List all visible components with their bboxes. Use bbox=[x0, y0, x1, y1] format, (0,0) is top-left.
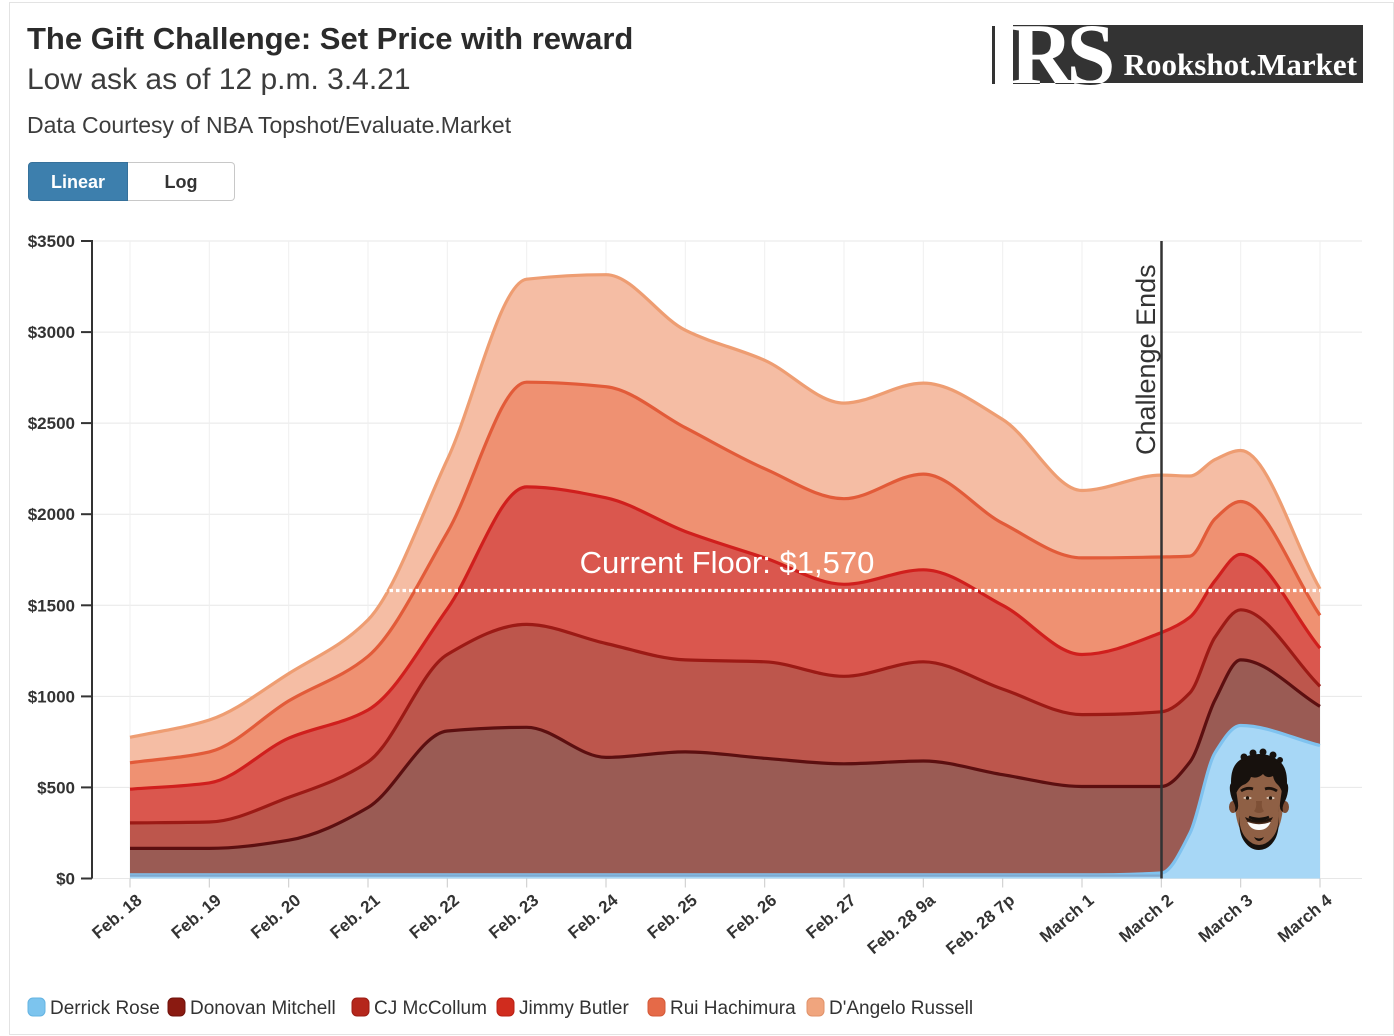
svg-text:Derrick Rose: Derrick Rose bbox=[50, 998, 160, 1019]
svg-text:Feb. 26: Feb. 26 bbox=[723, 891, 780, 943]
svg-text:RS: RS bbox=[1010, 7, 1113, 104]
svg-text:Rui Hachimura: Rui Hachimura bbox=[670, 998, 796, 1019]
svg-text:March 4: March 4 bbox=[1274, 890, 1336, 946]
svg-text:D'Angelo Russell: D'Angelo Russell bbox=[829, 998, 973, 1019]
svg-text:March 3: March 3 bbox=[1195, 891, 1256, 947]
svg-text:Feb. 20: Feb. 20 bbox=[247, 891, 304, 943]
svg-text:Feb. 23: Feb. 23 bbox=[485, 891, 542, 943]
svg-text:$500: $500 bbox=[37, 778, 75, 797]
svg-text:$1500: $1500 bbox=[28, 596, 75, 615]
svg-text:Feb. 25: Feb. 25 bbox=[644, 891, 701, 943]
svg-text:Donovan Mitchell: Donovan Mitchell bbox=[190, 998, 336, 1019]
svg-text:March 2: March 2 bbox=[1115, 891, 1176, 947]
svg-text:Challenge Ends: Challenge Ends bbox=[1131, 264, 1161, 455]
svg-text:$3000: $3000 bbox=[28, 323, 75, 342]
svg-text:Feb. 24: Feb. 24 bbox=[564, 890, 622, 943]
svg-text:Feb. 22: Feb. 22 bbox=[406, 891, 463, 943]
svg-text:Current Floor: $1,570: Current Floor: $1,570 bbox=[580, 545, 875, 580]
svg-text:Feb. 28 7p: Feb. 28 7p bbox=[942, 891, 1018, 959]
svg-text:Feb. 18: Feb. 18 bbox=[88, 891, 145, 943]
svg-text:$2500: $2500 bbox=[28, 414, 75, 433]
svg-text:Rookshot.Market: Rookshot.Market bbox=[1124, 47, 1358, 82]
svg-text:March 1: March 1 bbox=[1036, 891, 1097, 947]
svg-text:$1000: $1000 bbox=[28, 687, 75, 706]
svg-text:Feb. 28 9a: Feb. 28 9a bbox=[864, 890, 940, 958]
svg-text:CJ McCollum: CJ McCollum bbox=[374, 998, 487, 1019]
svg-text:Jimmy Butler: Jimmy Butler bbox=[519, 998, 629, 1019]
svg-text:$0: $0 bbox=[56, 870, 75, 889]
svg-text:Feb. 21: Feb. 21 bbox=[326, 891, 383, 943]
svg-text:$2000: $2000 bbox=[28, 505, 75, 524]
svg-text:Feb. 19: Feb. 19 bbox=[168, 891, 225, 943]
svg-text:$3500: $3500 bbox=[28, 232, 75, 251]
svg-text:Feb. 27: Feb. 27 bbox=[802, 891, 859, 943]
svg-text:RS: RS bbox=[1010, 7, 1113, 104]
